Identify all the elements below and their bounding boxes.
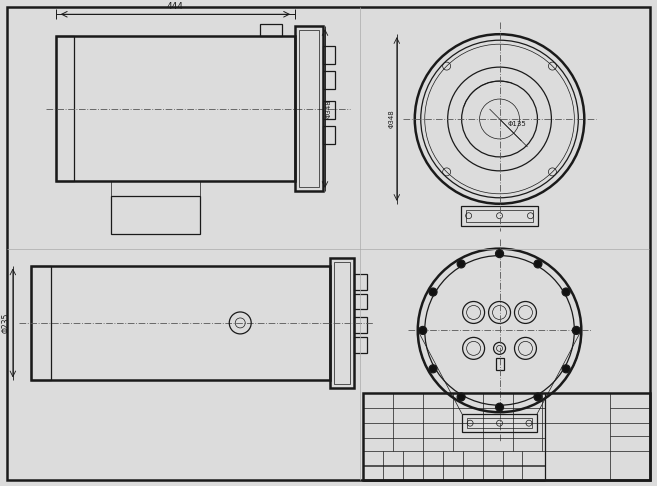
Text: Φ348: Φ348 (389, 110, 395, 128)
Bar (31, 265, 51, 380)
Circle shape (572, 327, 580, 334)
Bar (56, 36, 74, 181)
Bar (461, 206, 539, 226)
Bar (323, 46, 335, 64)
Bar (467, 418, 532, 428)
Circle shape (429, 365, 437, 373)
Text: Φ235: Φ235 (2, 313, 11, 333)
Bar (495, 358, 503, 370)
Circle shape (457, 393, 465, 401)
Text: Φ348: Φ348 (326, 99, 332, 118)
Circle shape (562, 288, 570, 296)
Circle shape (495, 250, 503, 258)
Text: 444: 444 (167, 2, 184, 11)
Bar (466, 210, 533, 222)
Bar (295, 26, 323, 191)
Bar (354, 317, 367, 333)
Circle shape (419, 327, 427, 334)
Circle shape (457, 260, 465, 268)
Bar (363, 393, 650, 480)
Circle shape (534, 393, 542, 401)
Text: Φ135: Φ135 (507, 121, 526, 127)
Bar (354, 274, 367, 290)
Bar (110, 196, 200, 234)
Bar (31, 265, 330, 380)
Bar (354, 294, 367, 310)
Bar (323, 71, 335, 89)
Circle shape (534, 260, 542, 268)
Bar (260, 24, 282, 36)
Bar (323, 126, 335, 144)
Bar (354, 337, 367, 353)
Circle shape (429, 288, 437, 296)
Bar (334, 261, 350, 384)
Bar (56, 36, 295, 181)
Bar (299, 30, 319, 187)
Bar (462, 414, 537, 432)
Circle shape (495, 403, 503, 411)
Bar (330, 258, 354, 388)
Circle shape (562, 365, 570, 373)
Bar (323, 101, 335, 119)
